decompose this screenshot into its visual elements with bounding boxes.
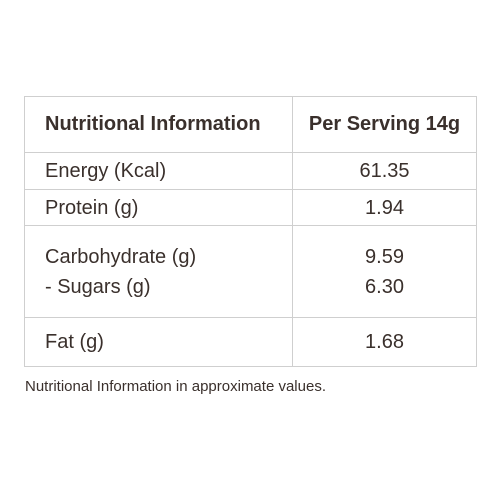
table-row-fat: Fat (g) 1.68 (24, 317, 477, 367)
sugars-label: - Sugars (g) (45, 275, 151, 298)
energy-value: 61.35 (292, 152, 477, 190)
footnote: Nutritional Information in approximate v… (25, 378, 326, 395)
fat-value: 1.68 (292, 317, 477, 367)
carbohydrate-label-cell: Carbohydrate (g) - Sugars (g) (24, 225, 293, 318)
table-row-protein: Protein (g) 1.94 (24, 189, 477, 226)
carbohydrate-label: Carbohydrate (g) (45, 245, 197, 268)
table-row-energy: Energy (Kcal) 61.35 (24, 152, 477, 190)
table-header-row: Nutritional Information Per Serving 14g (24, 96, 477, 153)
nutrition-table: Nutritional Information Per Serving 14g … (24, 96, 477, 367)
carbohydrate-value-cell: 9.59 6.30 (292, 225, 477, 318)
sugars-value: 6.30 (365, 275, 404, 298)
protein-label: Protein (g) (24, 189, 293, 226)
fat-label: Fat (g) (24, 317, 293, 367)
header-nutritional-information: Nutritional Information (24, 96, 293, 153)
protein-value: 1.94 (292, 189, 477, 226)
energy-label: Energy (Kcal) (24, 152, 293, 190)
header-per-serving: Per Serving 14g (292, 96, 477, 153)
carbohydrate-value: 9.59 (365, 245, 404, 268)
table-row-carbohydrate: Carbohydrate (g) - Sugars (g) 9.59 6.30 (24, 225, 477, 318)
